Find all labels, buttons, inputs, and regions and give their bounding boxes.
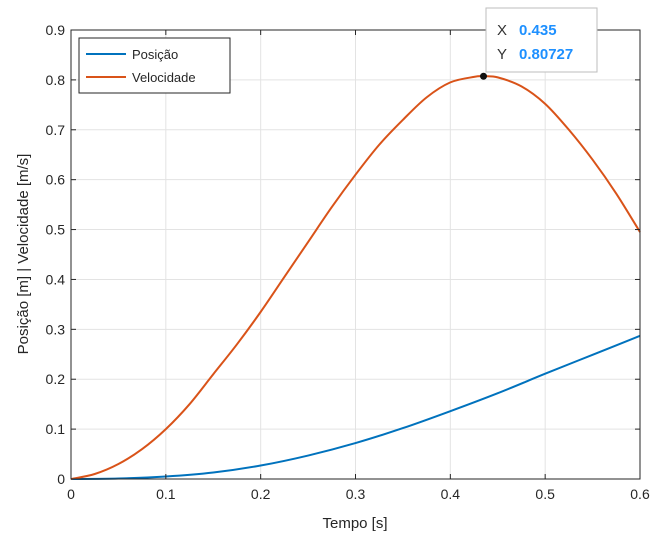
y-tick-label: 0.2 [46,371,66,387]
y-tick-label: 0.3 [46,321,66,337]
y-axis-label: Posição [m] | Velocidade [m/s] [15,154,32,355]
datatip[interactable]: X 0.435 Y 0.80727 [480,7,598,80]
y-axis: 0 0.1 0.2 0.3 0.4 0.5 0.6 0.7 0.8 0.9 [46,22,640,487]
datatip-x-value: 0.435 [519,22,557,39]
series-line-velocidade[interactable] [70,75,641,480]
x-tick-label: 0.3 [346,486,366,502]
x-tick-label: 0.6 [630,486,650,502]
x-axis-label: Tempo [s] [322,515,387,532]
datatip-y-value: 0.80727 [519,46,573,63]
x-tick-label: 0.5 [535,486,555,502]
y-tick-label: 0.5 [46,222,66,238]
y-tick-label: 0.8 [46,72,66,88]
datatip-y-label: Y [497,46,507,63]
x-tick-label: 0 [67,486,75,502]
x-tick-label: 0.2 [251,486,271,502]
x-tick-label: 0.4 [441,486,461,502]
legend[interactable]: Posição Velocidade [78,37,231,94]
x-axis: 0 0.1 0.2 0.3 0.4 0.5 0.6 [67,30,650,502]
y-tick-label: 0.7 [46,122,66,138]
legend-label-posicao: Posição [132,47,178,62]
y-tick-label: 0.1 [46,421,66,437]
y-tick-label: 0.4 [46,271,66,287]
datatip-marker [480,72,488,80]
y-tick-label: 0.6 [46,172,66,188]
grid [71,30,640,479]
y-tick-label: 0 [57,471,65,487]
y-tick-label: 0.9 [46,22,66,38]
legend-label-velocidade: Velocidade [132,70,196,85]
legend-box [78,37,231,94]
datatip-x-label: X [497,22,507,39]
datatip-box [485,7,598,73]
x-tick-label: 0.1 [156,486,176,502]
